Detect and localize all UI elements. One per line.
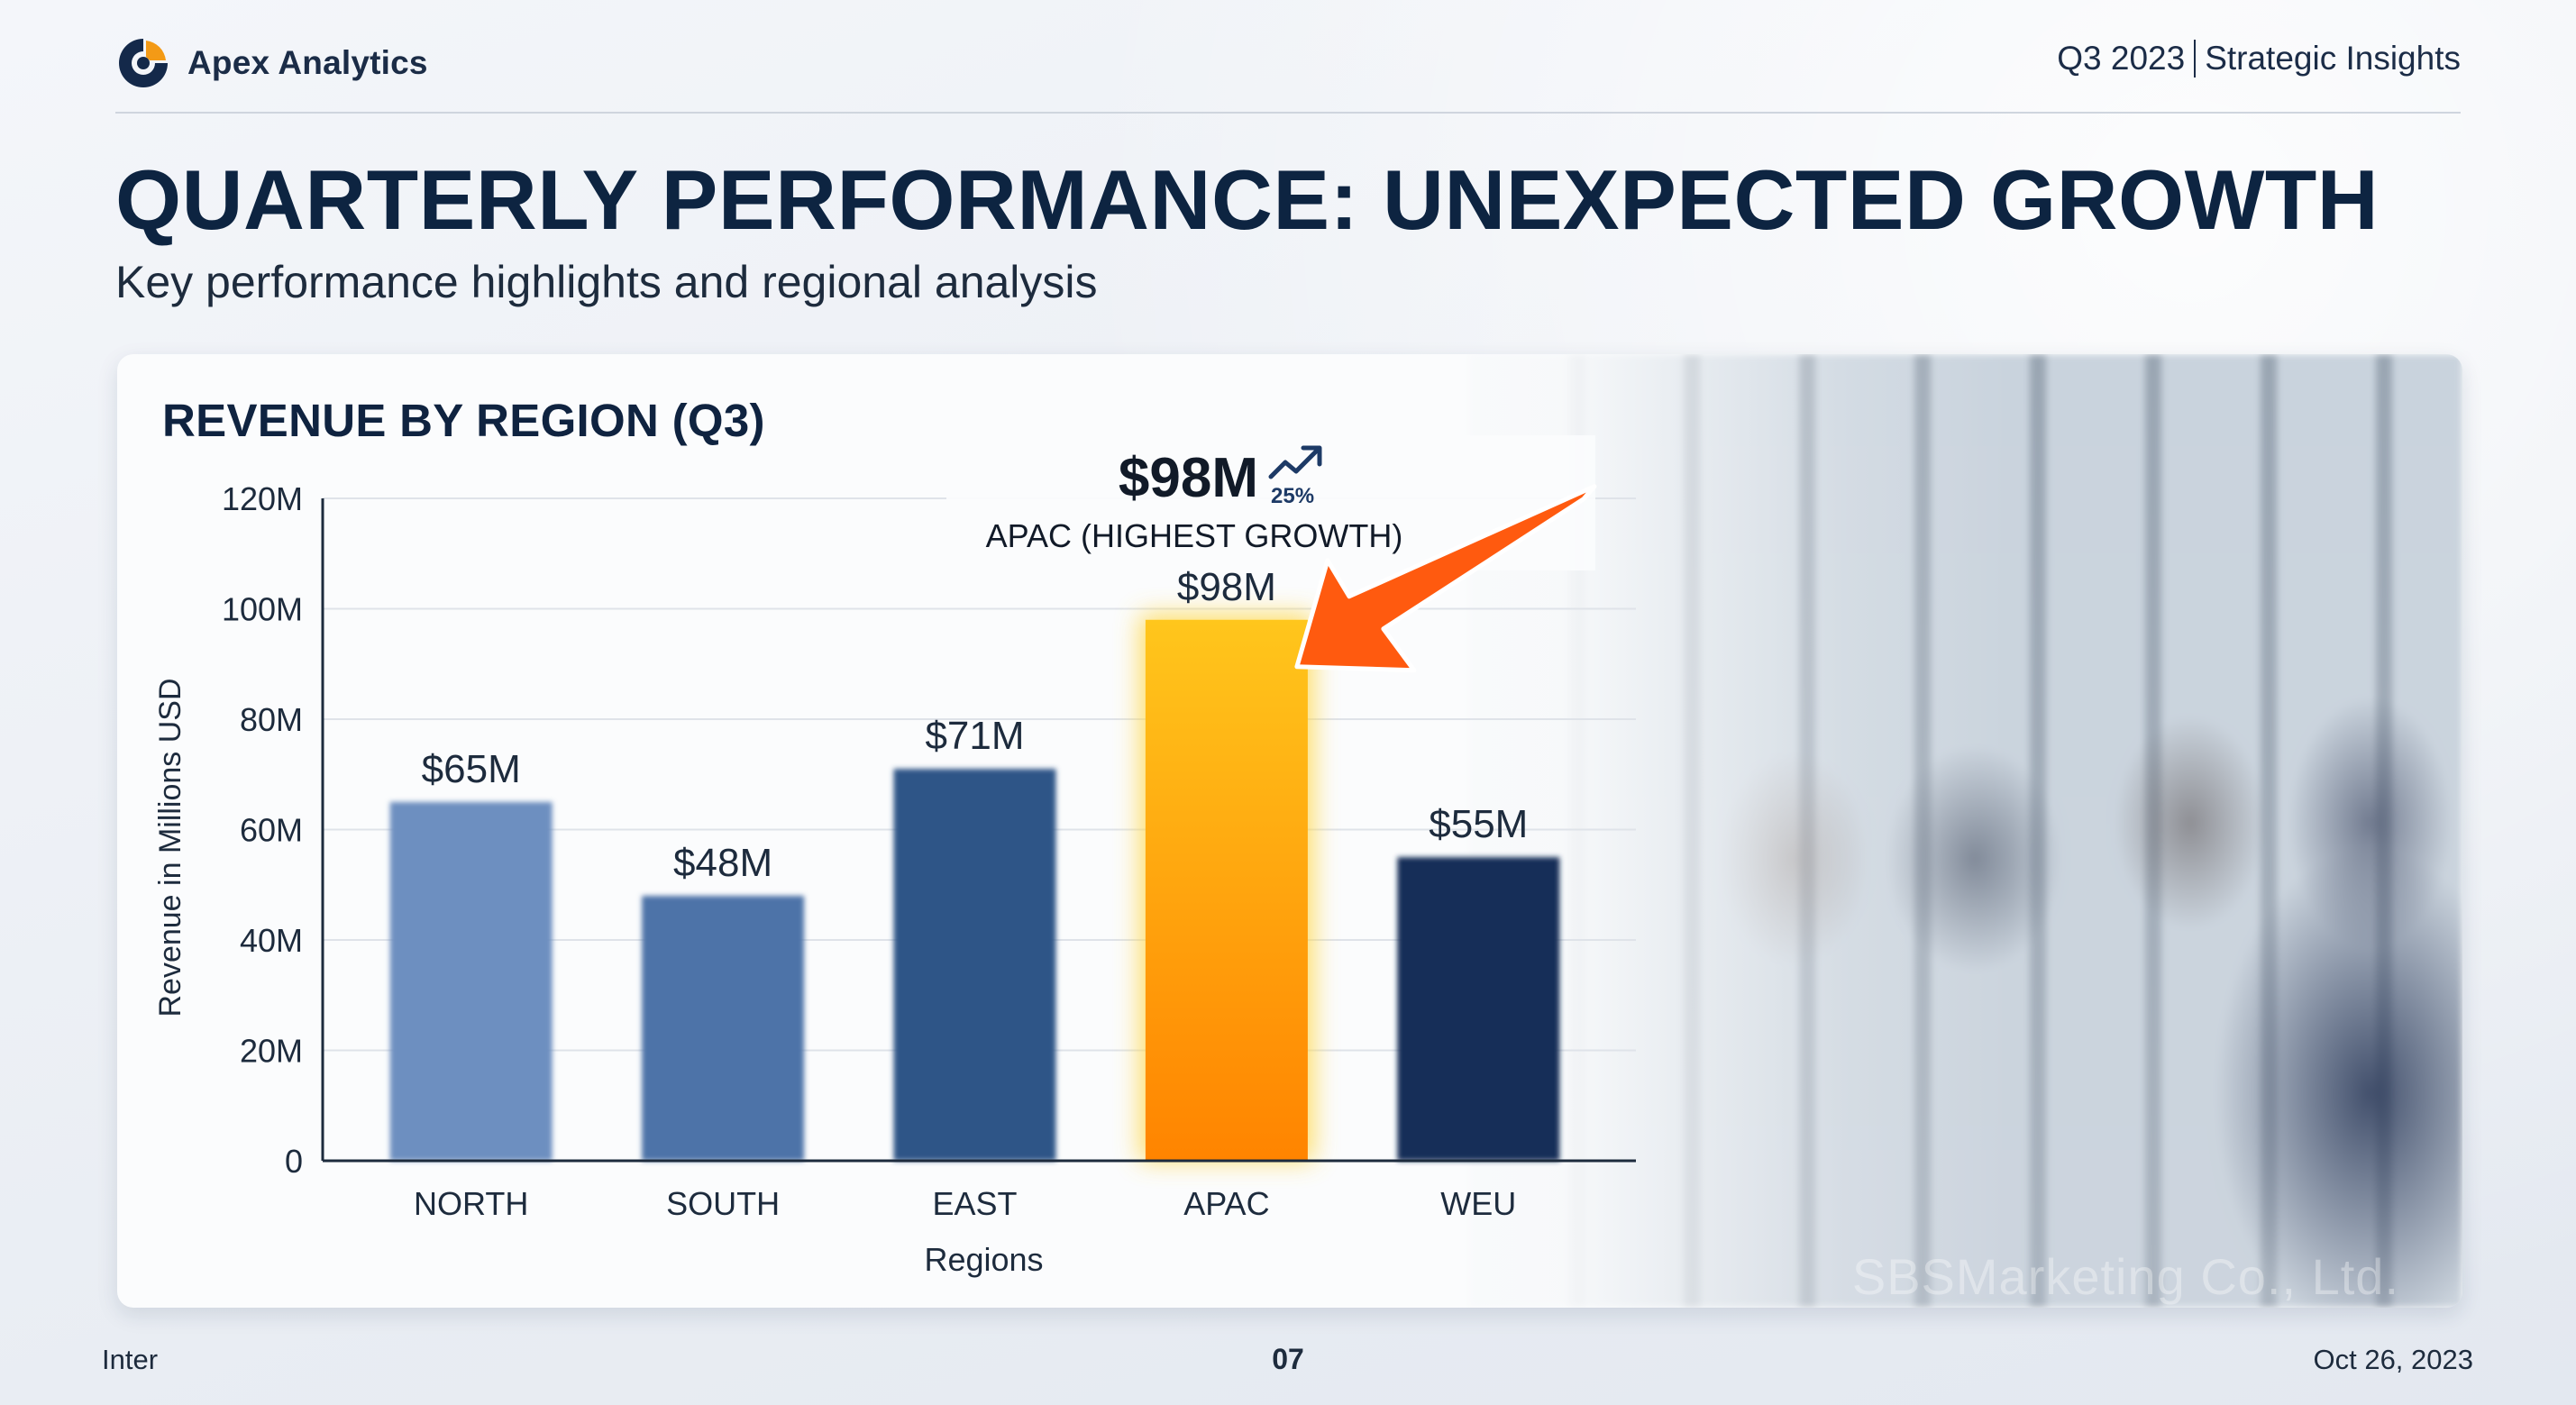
footer-date: Oct 26, 2023 [2313,1344,2473,1375]
trend-up-icon [1268,445,1322,479]
callout-arrow [1294,484,1597,673]
page-subtitle: Key performance highlights and regional … [115,257,1098,307]
trend-line [1268,447,1320,479]
bar-north [389,801,553,1161]
header-period: Q3 2023 [2057,40,2186,77]
x-tick-label: SOUTH [666,1185,780,1222]
bar-chart: $65M $48M $71M $98M $55M 0 20M 40M 60M 80M 100M 12… [153,435,1636,1278]
page-number: 07 [1272,1343,1304,1375]
x-axis-title: Regions [924,1241,1043,1278]
highlight-growth: 25% [1271,484,1314,508]
y-axis-title: Revenue in Millions USD [153,678,187,1017]
data-label: $65M [422,747,521,791]
bar-east [893,769,1056,1161]
x-tick-label: EAST [932,1185,1017,1222]
page-title: QUARTERLY PERFORMANCE: UNEXPECTED GROWTH [115,152,2380,247]
trend-arrowhead [1301,445,1322,467]
x-tick-label: NORTH [414,1185,528,1222]
bar-south [642,896,805,1161]
data-label: $71M [925,714,1024,758]
y-tick-label: 100M [222,591,303,628]
header-rule [115,112,2461,114]
chart-title: REVENUE BY REGION (Q3) [162,395,765,446]
x-tick-label: WEU [1440,1185,1516,1222]
header-section: Strategic Insights [2205,40,2461,77]
data-label: $98M [1177,565,1276,609]
brand-name: Apex Analytics [187,44,428,81]
x-tick-label: APAC [1183,1185,1269,1222]
watermark: SBSMarketing Co., Ltd. [1851,1248,2399,1305]
data-label: $48M [673,841,772,885]
y-tick-label: 20M [240,1033,303,1070]
footer-left: Inter [102,1344,159,1375]
bar-weu [1397,857,1560,1161]
y-tick-label: 80M [240,701,303,738]
brand: Apex Analytics [115,32,428,94]
header-meta: Q3 2023 Strategic Insights [2057,40,2461,78]
apex-logo-icon [119,39,168,87]
highlight-caption: APAC (HIGHEST GROWTH) [986,517,1403,554]
header-divider [2194,40,2197,78]
y-tick-label: 120M [222,480,303,517]
y-tick-label: 40M [240,922,303,959]
highlight-value: $98M [1119,447,1258,509]
chart-card: REVENUE BY REGION (Q3) $65M $48M $71M $98M $… [117,354,2462,1308]
y-tick-label: 60M [240,812,303,849]
y-tick-label: 0 [285,1143,303,1180]
data-label: $55M [1429,802,1528,846]
bar-apac [1145,619,1308,1161]
